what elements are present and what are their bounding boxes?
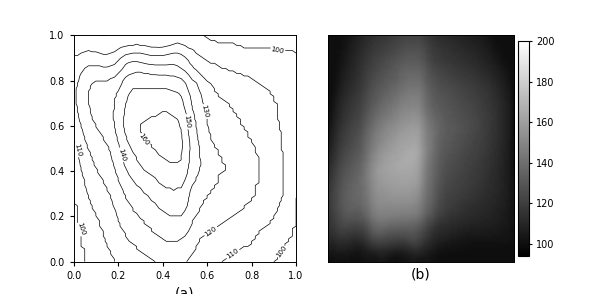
Text: 100: 100 (275, 244, 287, 259)
Text: 150: 150 (183, 115, 191, 129)
Text: 110: 110 (73, 143, 82, 157)
X-axis label: (b): (b) (411, 267, 431, 281)
Text: 100: 100 (76, 221, 86, 236)
Text: 130: 130 (200, 104, 209, 119)
Text: 100: 100 (270, 46, 284, 55)
Text: 110: 110 (226, 248, 240, 260)
Text: 160: 160 (138, 132, 150, 147)
Text: 140: 140 (117, 148, 127, 162)
Text: 120: 120 (204, 225, 218, 237)
X-axis label: (a): (a) (175, 286, 194, 294)
